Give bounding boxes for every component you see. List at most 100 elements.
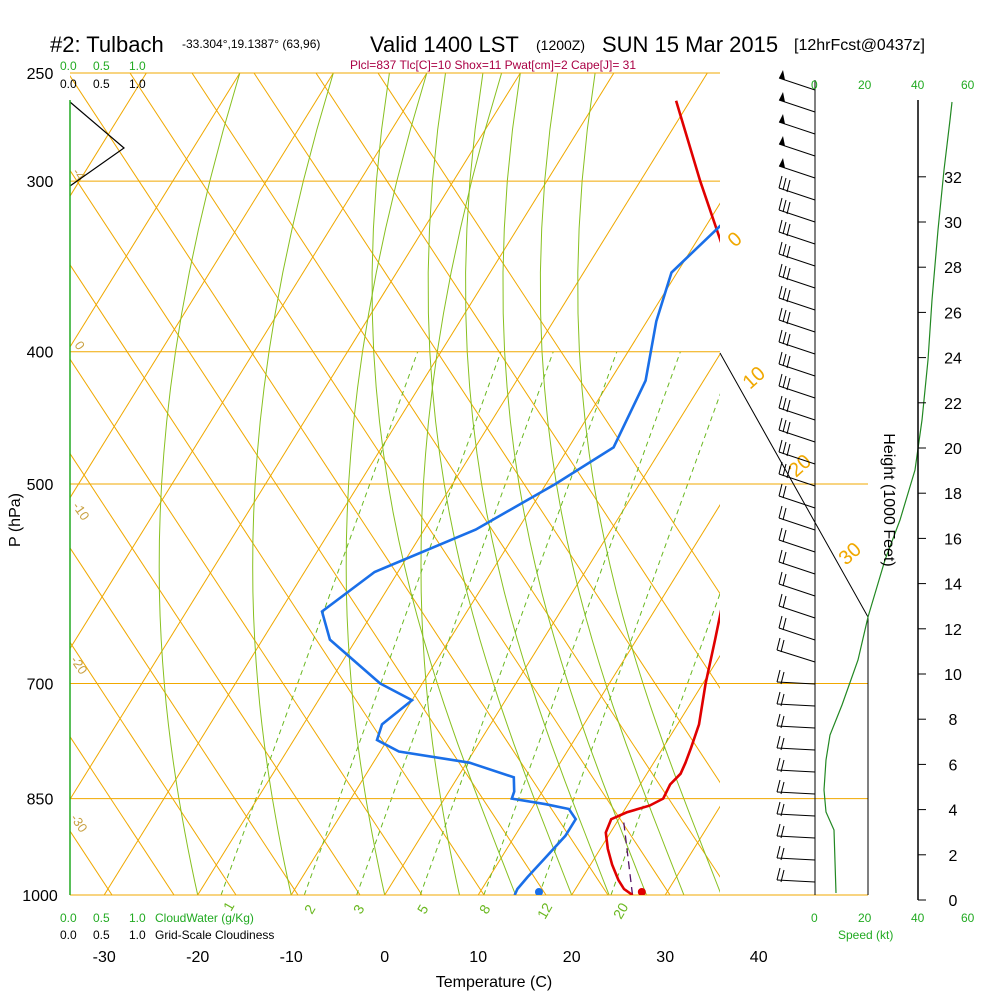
surface-dewpoint-dot	[534, 888, 543, 895]
mixing-ratio-line	[303, 351, 502, 895]
barb-feather	[786, 355, 791, 369]
speed-bot-20: 20	[858, 911, 872, 925]
barb-feather	[782, 485, 787, 499]
temp-tick--30: -30	[93, 949, 116, 966]
wind-barb	[776, 801, 816, 817]
barb-flag	[779, 92, 785, 102]
barb-staff	[776, 791, 816, 795]
indices-line: Plcl=837 Tlc[C]=10 Shox=11 Pwat[cm]=2 Ca…	[350, 58, 636, 72]
barb-feather	[782, 177, 787, 191]
wind-barb	[776, 713, 816, 729]
x-axis-label: Temperature (C)	[436, 974, 552, 991]
barb-staff	[776, 769, 816, 773]
wind-barb	[778, 219, 816, 245]
barb-feather	[778, 263, 783, 277]
cl-tick-bot-2: 1.0	[129, 928, 146, 942]
barb-staff	[778, 209, 816, 223]
barb-staff	[776, 649, 816, 663]
station-coords: -33.304°,19.1387° (63,96)	[182, 37, 320, 51]
barb-feather	[778, 439, 783, 453]
surface-temp-dot	[637, 888, 646, 895]
temp-tick-20: 20	[563, 949, 581, 966]
barb-feather	[776, 637, 781, 651]
isobar-lines	[70, 72, 868, 896]
pressure-tick-700: 700	[27, 677, 54, 694]
temp-tick-40: 40	[750, 949, 768, 966]
wind-barb	[778, 329, 816, 355]
wind-panel-border	[719, 352, 869, 895]
barb-staff	[778, 517, 816, 531]
y-axis-label: P (hPa)	[7, 493, 24, 547]
barb-feather	[780, 693, 785, 707]
mixing-ratio-line	[419, 351, 618, 895]
barb-feather	[786, 333, 791, 347]
wind-barb	[778, 461, 816, 487]
barb-staff	[778, 407, 816, 421]
barb-feather	[782, 617, 787, 631]
height-tick-24: 24	[944, 351, 962, 368]
wind-barb	[776, 757, 816, 773]
barb-feather	[778, 351, 783, 365]
mixing-ratio-line	[538, 393, 720, 895]
barb-feather	[778, 395, 783, 409]
barb-feather	[782, 441, 787, 455]
height-tick-16: 16	[944, 531, 962, 548]
barb-feather	[786, 421, 791, 435]
barb-staff	[778, 341, 816, 355]
barb-feather	[778, 329, 783, 343]
cloud-panel-top: 0.0 0.5 1.0 0.0 0.5 1.0	[60, 59, 146, 895]
cw-tick-bot-0: 0.0	[60, 911, 77, 925]
barb-feather	[780, 847, 785, 861]
speed-top-60: 60	[961, 78, 975, 92]
moist-adiabat-line	[539, 73, 685, 895]
wind-barb	[778, 615, 816, 641]
wind-barb	[776, 867, 816, 883]
barb-feather	[782, 309, 787, 323]
barb-staff	[776, 681, 816, 685]
barb-staff	[776, 747, 816, 751]
valid-date: SUN 15 Mar 2015	[602, 32, 778, 57]
wind-barb	[778, 549, 816, 575]
barb-feather	[780, 671, 785, 685]
barb-staff	[778, 231, 816, 245]
zulu-time: (1200Z)	[536, 37, 585, 53]
mix-label-20: 20	[610, 900, 632, 922]
barb-feather	[776, 801, 781, 815]
barb-feather	[778, 461, 783, 475]
wind-barb	[778, 351, 816, 377]
temp-tick--10: -10	[280, 949, 303, 966]
barb-staff	[778, 583, 816, 597]
isotherm-line	[70, 73, 241, 348]
barb-staff	[776, 835, 816, 839]
barb-staff	[778, 297, 816, 311]
mix-label-2: 2	[301, 902, 319, 917]
height-axis-label: Height (1000 Feet)	[880, 433, 897, 566]
wind-barb	[778, 483, 816, 509]
wind-barb	[778, 175, 816, 201]
barb-feather	[778, 417, 783, 431]
barb-feather	[778, 307, 783, 321]
barb-feather	[782, 551, 787, 565]
barb-feather	[778, 615, 783, 629]
wind-barb	[776, 691, 816, 707]
isotherm-label-10: 10	[739, 362, 770, 393]
barb-feather	[786, 223, 791, 237]
dry-adiabat-line	[70, 547, 299, 895]
mix-label-8: 8	[476, 902, 494, 917]
barb-staff	[778, 275, 816, 289]
barb-staff	[778, 385, 816, 399]
height-tick-18: 18	[944, 486, 962, 503]
wind-barb	[778, 505, 816, 531]
dry-adiabat-line	[70, 735, 175, 895]
mixing-ratio-line	[356, 351, 554, 895]
temperature-ticks: -30 -20 -10 0 10 20 30 40	[93, 949, 768, 966]
wind-barb	[778, 417, 816, 443]
wind-barb	[776, 823, 816, 839]
barb-feather	[776, 735, 781, 749]
wind-barb	[778, 92, 816, 113]
dewpoint-line	[320, 224, 720, 895]
temp-tick--20: -20	[186, 949, 209, 966]
barb-feather	[782, 529, 787, 543]
barb-feather	[782, 573, 787, 587]
barb-staff	[778, 429, 816, 443]
